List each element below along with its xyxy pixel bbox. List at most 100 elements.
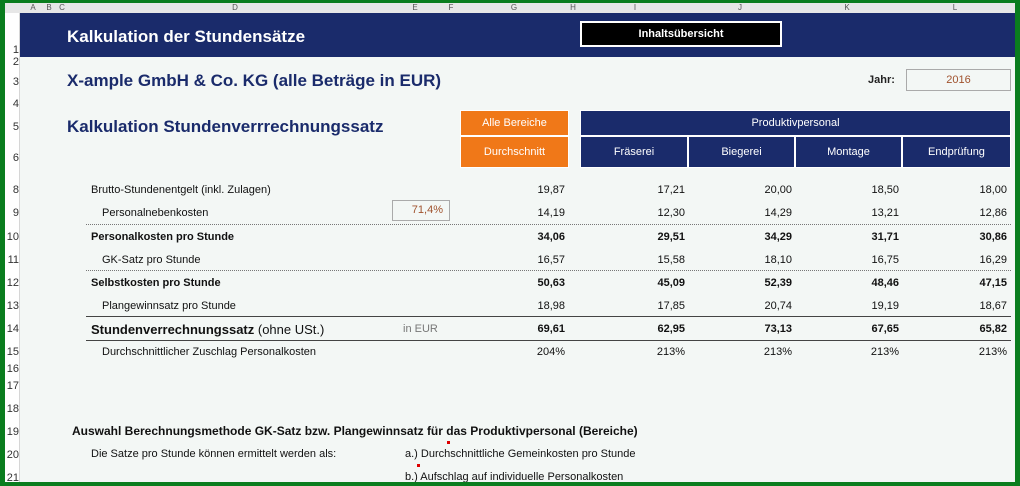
spreadsheet-window: A B C D E F G H I J K L 1 2 3 4 5 6 8 9 … [5,3,1015,482]
value-cost-price-montage[interactable]: 48,46 [871,277,899,289]
value-gross-wage-average[interactable]: 19,87 [537,184,565,196]
row-divider [86,224,1011,225]
value-cost-price-fraeserei[interactable]: 45,09 [657,277,685,289]
method-option-b[interactable]: b.) Aufschlag auf individuelle Personalk… [405,471,624,482]
value-billing-rate-fraeserei[interactable]: 62,95 [657,323,685,335]
column-header-g[interactable]: G [510,3,518,12]
calculation-title: Kalkulation Stundenverrrechnungssatz [67,117,384,136]
worksheet-grid[interactable]: Kalkulation der Stundensätze Inhaltsüber… [20,13,1015,482]
value-personnel-overheads-fraeserei[interactable]: 12,30 [657,207,685,219]
row-header-14[interactable]: 14 [6,323,19,335]
column-header-c[interactable]: C [59,3,65,12]
row-label-average-surcharge: Durchschnittlicher Zuschlag Personalkost… [102,346,316,358]
column-header-h[interactable]: H [570,3,576,12]
column-header-f[interactable]: F [448,3,454,12]
column-header-j[interactable]: J [738,3,742,12]
column-header-k[interactable]: K [844,3,850,12]
value-surcharge-average[interactable]: 204% [536,346,565,358]
comment-indicator[interactable] [417,464,420,467]
value-planned-profit-montage[interactable]: 19,19 [871,300,899,312]
value-gross-wage-montage[interactable]: 18,50 [871,184,899,196]
value-planned-profit-average[interactable]: 18,98 [537,300,565,312]
title-bar [20,13,1015,57]
row-header-21[interactable]: 21 [6,472,19,482]
personnel-overhead-percent-input[interactable]: 71,4% [392,200,450,221]
row-header-9[interactable]: 9 [12,207,19,219]
value-cost-price-average[interactable]: 50,63 [537,277,565,289]
row-header-bar: 1 2 3 4 5 6 8 9 10 11 12 13 14 15 16 17 … [5,13,20,482]
method-option-a[interactable]: a.) Durchschnittliche Gemeinkosten pro S… [405,448,636,460]
row-header-6[interactable]: 6 [12,152,19,164]
column-header-e[interactable]: E [412,3,418,12]
company-title: X-ample GmbH & Co. KG (alle Beträge in E… [67,71,442,90]
header-department-biegerei: Biegerei [688,136,795,168]
value-personnel-overheads-endpruefung[interactable]: 12,86 [979,207,1007,219]
row-label-personnel-overheads: Personalnebenkosten [102,207,209,219]
row-label-gross-wage: Brutto-Stundenentgelt (inkl. Zulagen) [91,184,271,196]
value-personnel-costs-montage[interactable]: 31,71 [871,231,899,243]
column-header-i[interactable]: I [633,3,637,12]
value-billing-rate-endpruefung[interactable]: 65,82 [979,323,1007,335]
comment-indicator[interactable] [447,441,450,444]
row-header-20[interactable]: 20 [6,449,19,461]
value-personnel-overheads-biegerei[interactable]: 14,29 [764,207,792,219]
value-personnel-costs-biegerei[interactable]: 34,29 [764,231,792,243]
hourly-billing-rate-suffix: (ohne USt.) [254,322,325,337]
value-surcharge-fraeserei[interactable]: 213% [656,346,685,358]
value-gross-wage-endpruefung[interactable]: 18,00 [979,184,1007,196]
row-header-10[interactable]: 10 [6,231,19,243]
value-cost-price-endpruefung[interactable]: 47,15 [979,277,1007,289]
value-overhead-rate-average[interactable]: 16,57 [537,254,565,266]
toc-button[interactable]: Inhaltsübersicht [580,21,782,47]
row-header-15[interactable]: 15 [6,346,19,358]
value-surcharge-montage[interactable]: 213% [870,346,899,358]
header-all-areas: Alle Bereiche [460,110,569,136]
row-header-8[interactable]: 8 [12,184,19,196]
value-personnel-overheads-montage[interactable]: 13,21 [871,207,899,219]
row-header-1[interactable]: 1 [12,44,19,56]
value-personnel-costs-endpruefung[interactable]: 30,86 [979,231,1007,243]
value-gross-wage-biegerei[interactable]: 20,00 [764,184,792,196]
year-input[interactable]: 2016 [906,69,1011,91]
section-title: Auswahl Berechnungsmethode GK-Satz bzw. … [72,424,638,438]
row-header-4[interactable]: 4 [12,98,19,110]
row-header-3[interactable]: 3 [12,76,19,88]
value-planned-profit-fraeserei[interactable]: 17,85 [657,300,685,312]
value-personnel-overheads-average[interactable]: 14,19 [537,207,565,219]
value-billing-rate-montage[interactable]: 67,65 [871,323,899,335]
value-gross-wage-fraeserei[interactable]: 17,21 [657,184,685,196]
row-label-overhead-rate: GK-Satz pro Stunde [102,254,201,266]
value-billing-rate-biegerei[interactable]: 73,13 [764,323,792,335]
value-planned-profit-endpruefung[interactable]: 18,67 [979,300,1007,312]
row-header-5[interactable]: 5 [12,121,19,133]
value-personnel-costs-fraeserei[interactable]: 29,51 [657,231,685,243]
value-billing-rate-average[interactable]: 69,61 [537,323,565,335]
header-department-montage: Montage [795,136,902,168]
row-label-planned-profit: Plangewinnsatz pro Stunde [102,300,236,312]
value-planned-profit-biegerei[interactable]: 20,74 [764,300,792,312]
row-header-16[interactable]: 16 [6,363,19,375]
method-intro-text: Die Satze pro Stunde können ermittelt we… [91,448,337,460]
row-header-13[interactable]: 13 [6,300,19,312]
value-overhead-rate-endpruefung[interactable]: 16,29 [979,254,1007,266]
value-overhead-rate-montage[interactable]: 16,75 [871,254,899,266]
page-title: Kalkulation der Stundensätze [67,27,306,46]
value-cost-price-biegerei[interactable]: 52,39 [764,277,792,289]
value-surcharge-biegerei[interactable]: 213% [763,346,792,358]
column-header-b[interactable]: B [46,3,52,12]
row-header-11[interactable]: 11 [7,254,19,266]
header-department-fraeserei: Fräserei [580,136,688,168]
column-header-a[interactable]: A [30,3,36,12]
row-header-18[interactable]: 18 [6,403,19,415]
column-header-l[interactable]: L [952,3,958,12]
row-header-19[interactable]: 19 [6,426,19,438]
row-header-12[interactable]: 12 [6,277,19,289]
column-header-d[interactable]: D [232,3,238,12]
row-header-2[interactable]: 2 [12,56,19,68]
value-personnel-costs-average[interactable]: 34,06 [537,231,565,243]
row-header-17[interactable]: 17 [6,380,19,392]
value-overhead-rate-biegerei[interactable]: 18,10 [764,254,792,266]
value-overhead-rate-fraeserei[interactable]: 15,58 [657,254,685,266]
row-divider [86,270,1011,271]
value-surcharge-endpruefung[interactable]: 213% [978,346,1007,358]
